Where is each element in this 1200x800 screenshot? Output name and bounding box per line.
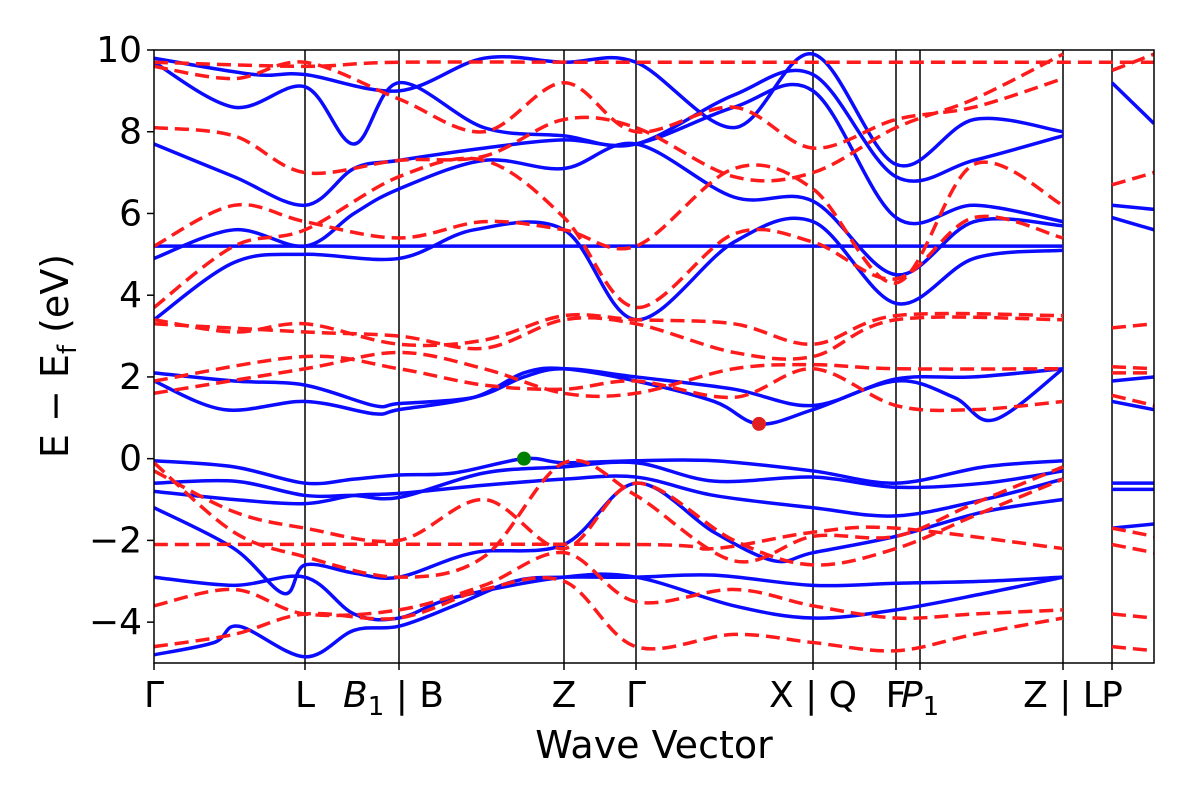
solid-band-2 [154, 481, 1064, 596]
dashed-band-40 [1111, 526, 1154, 539]
solid-band-19 [1111, 215, 1154, 232]
y-tick-label: 0 [119, 439, 142, 480]
x-tick-label: L [295, 675, 315, 716]
y-tick-label: 6 [119, 193, 142, 234]
dashed-band-25 [154, 469, 1064, 567]
y-axis-title-unit: (eV) [33, 254, 77, 345]
y-tick-label: 2 [119, 357, 142, 398]
solid-band-18 [1111, 375, 1154, 383]
dashed-band-23 [154, 550, 1064, 621]
solid-band-1 [154, 572, 1064, 622]
dashed-band-35 [154, 60, 1064, 150]
x-tick-label: Z [552, 675, 577, 716]
solid-band-21 [1110, 81, 1154, 125]
solid-band-7 [154, 367, 1064, 409]
dashed-band-44 [1111, 170, 1154, 187]
solid-band-13 [154, 52, 1064, 168]
vbm-marker [517, 451, 531, 466]
dashed-band-30 [154, 315, 1064, 361]
solid-band-10 [154, 141, 1064, 277]
dashed-band-29 [154, 311, 1064, 348]
kpoint-divider-lines [304, 50, 1113, 663]
x-tick-label: Γ [626, 675, 646, 716]
x-axis-title: Wave Vector [535, 723, 773, 767]
dashed-band-34 [154, 60, 1154, 69]
x-tick-label: P1 [901, 675, 939, 722]
y-tick-label: −4 [89, 602, 142, 643]
y-tick-label: 10 [96, 30, 142, 71]
cbm-marker [752, 416, 766, 431]
y-axis-title-main: E − E [33, 354, 77, 458]
dashed-band-39 [1111, 393, 1154, 408]
solid-band-17 [1111, 399, 1154, 412]
dashed-band-38 [1111, 364, 1154, 371]
solid-band-8 [154, 216, 1064, 322]
plot-frame [153, 49, 1155, 664]
dashed-band-27 [154, 350, 1064, 399]
solid-band-20 [1111, 203, 1154, 212]
solid-band-16 [1111, 522, 1154, 530]
y-axis-ticks: −4 −2 0 2 4 6 8 10 [89, 30, 154, 643]
dashed-band-32 [154, 156, 1064, 310]
y-tick-label: 4 [119, 275, 142, 316]
extrema-markers [517, 416, 766, 466]
solid-band-12 [154, 60, 1064, 183]
dashed-band-28 [154, 354, 1064, 413]
y-axis-title: E − Ef (eV) [33, 254, 83, 458]
x-tick-label: Γ [144, 675, 164, 716]
dashed-band-41 [1111, 542, 1154, 555]
solid-band-3 [154, 474, 1064, 518]
dashed-band-33 [154, 52, 1064, 183]
y-tick-label: −2 [89, 520, 142, 561]
solid-band-5 [154, 456, 1064, 486]
dashed-band-42 [1111, 612, 1154, 620]
x-tick-label: P [1101, 675, 1123, 716]
x-tick-label: F [886, 675, 907, 716]
x-tick-label: Z | L [1023, 675, 1103, 716]
x-tick-label: X | Q [769, 675, 857, 716]
solid-band-4 [154, 460, 1064, 501]
y-tick-label: 8 [119, 112, 142, 153]
band-lines [154, 52, 1154, 659]
dashed-band-45 [1111, 52, 1154, 73]
dashed-band-26 [154, 458, 1064, 579]
x-axis-ticks: Γ L B1 | B Z Γ X | Q FP1 Z | LP [144, 663, 1123, 722]
dashed-band-36 [1111, 322, 1154, 330]
x-tick-label: B1 | B [343, 675, 444, 722]
y-axis-title-subscript: f [53, 344, 83, 354]
dashed-band-43 [1111, 644, 1154, 653]
